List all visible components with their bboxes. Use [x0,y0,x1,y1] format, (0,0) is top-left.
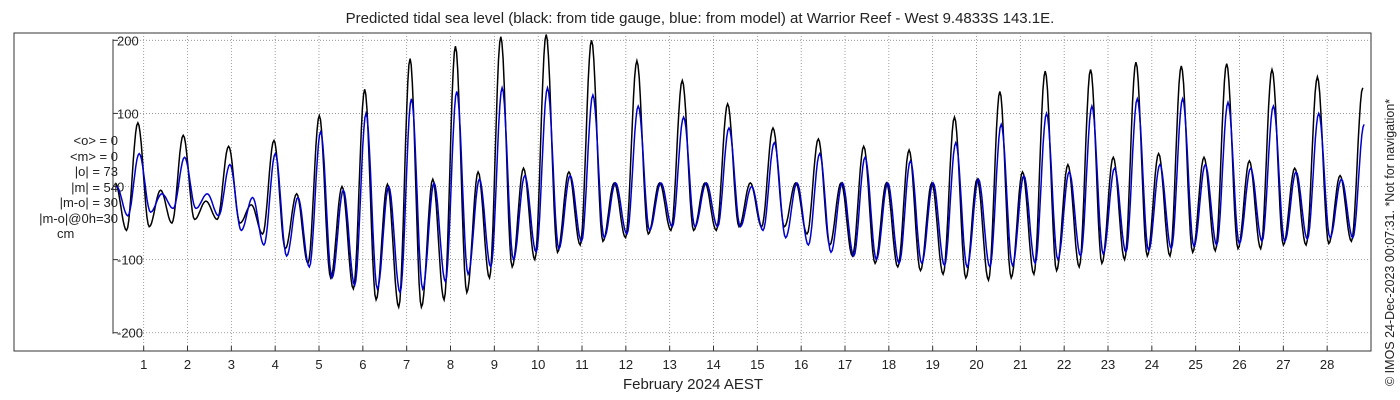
x-tick-label: 1 [140,357,147,372]
y-tick-label: 100 [117,106,139,121]
x-tick-label: 21 [1013,357,1027,372]
x-tick-label: 11 [575,357,589,372]
x-axis: 1 2 3 4 5 6 7 8 9 10 11 12 13 14 15 16 17 18 19 20 21 22 23 24 2… [140,346,1334,372]
x-tick-label: 19 [925,357,939,372]
x-tick-label: 20 [969,357,983,372]
observed-series-line [114,34,1364,310]
stat-abs-observed: |o| = 73 [74,164,118,179]
x-tick-label: 26 [1232,357,1246,372]
x-tick-label: 24 [1145,357,1159,372]
x-tick-label: 2 [184,357,191,372]
x-tick-label: 4 [272,357,279,372]
y-axis: -200 -100 0 100 200 [112,33,143,341]
y-tick-label: -100 [117,253,143,268]
x-tick-label: 12 [619,357,633,372]
x-tick-label: 16 [794,357,808,372]
x-tick-label: 18 [882,357,896,372]
stat-unit: cm [57,226,75,241]
x-tick-label: 5 [315,357,322,372]
stat-mean-observed: <o> = 0 [73,133,118,148]
stat-abs-diff: |m-o| = 30 [59,195,118,210]
stats-panel: <o> = 0 <m> = 0 |o| = 73 |m| = 54 |m-o| … [14,133,118,242]
y-tick-label: 200 [117,33,139,48]
x-tick-label: 8 [447,357,454,372]
y-tick-label: -200 [117,326,143,341]
model-series-line [116,84,1365,295]
x-tick-label: 3 [228,357,235,372]
copyright-credit: © IMOS 24-Dec-2023 00:07:31. *Not for na… [1383,98,1397,386]
y-tick-label: 0 [117,180,124,195]
x-tick-label: 6 [359,357,366,372]
chart-title: Predicted tidal sea level (black: from t… [345,10,1055,27]
x-tick-label: 28 [1320,357,1334,372]
x-tick-label: 14 [706,357,720,372]
x-tick-label: 13 [662,357,676,372]
x-tick-label: 7 [403,357,410,372]
x-tick-label: 27 [1276,357,1290,372]
stat-mean-model: <m> = 0 [69,148,118,164]
x-tick-label: 9 [491,357,498,372]
x-tick-label: 23 [1101,357,1115,372]
stat-abs-diff-0h: |m-o|@0h=30 [39,210,118,226]
x-axis-label: February 2024 AEST [622,376,764,393]
x-tick-label: 25 [1188,357,1202,372]
outer-frame [13,32,1372,352]
x-tick-label: 10 [531,357,545,372]
x-tick-label: 15 [750,357,764,372]
x-tick-label: 17 [838,357,852,372]
series-group [114,34,1365,310]
x-tick-label: 22 [1057,357,1071,372]
stat-abs-model: |m| = 54 [71,179,118,195]
grid [113,33,1371,351]
